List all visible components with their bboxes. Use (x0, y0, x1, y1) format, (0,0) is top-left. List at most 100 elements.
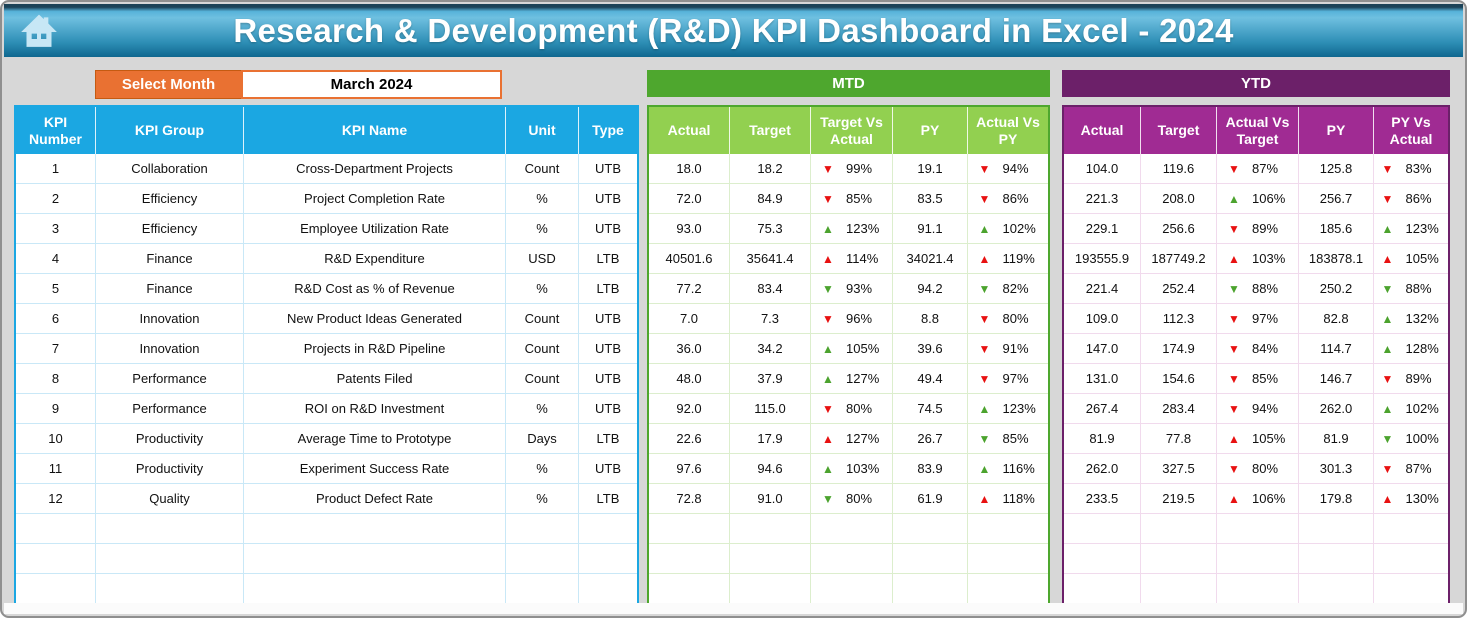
ytd-empty-cell (1374, 574, 1448, 604)
mtd-cell: 115.0 (730, 394, 811, 424)
down-triangle-icon: ▼ (1381, 191, 1394, 206)
down-triangle-icon: ▼ (978, 191, 991, 206)
kpi-cell: Performance (96, 394, 244, 424)
kpi-cell: Patents Filed (244, 364, 506, 394)
month-dropdown[interactable]: March 2024 (241, 70, 502, 99)
mtd-indicator-cell: ▼ 85% (968, 424, 1048, 454)
ytd-cell: 221.3 (1064, 184, 1141, 214)
ytd-percent-value: 89% (1252, 221, 1279, 236)
ytd-cell: 179.8 (1299, 484, 1374, 514)
mtd-cell: 48.0 (649, 364, 730, 394)
up-triangle-icon: ▲ (1228, 191, 1240, 206)
kpi-cell: R&D Cost as % of Revenue (244, 274, 506, 304)
mtd-percent-value: 93% (846, 281, 873, 296)
mtd-percent-value: 119% (1002, 251, 1035, 266)
ytd-indicator-cell: ▲ 102% (1374, 394, 1448, 424)
bottom-strip (4, 603, 1463, 614)
ytd-indicator-cell: ▼ 85% (1217, 364, 1299, 394)
mtd-empty-cell (893, 574, 968, 604)
kpi-cell: 5 (16, 274, 96, 304)
mtd-cell: 84.9 (730, 184, 811, 214)
mtd-cell: 34.2 (730, 334, 811, 364)
kpi-cell: R&D Expenditure (244, 244, 506, 274)
ytd-cell: 119.6 (1141, 154, 1217, 184)
ytd-percent-value: 106% (1252, 191, 1286, 206)
ytd-cell: 221.4 (1064, 274, 1141, 304)
ytd-percent-value: 94% (1252, 401, 1279, 416)
mtd-indicator-cell: ▲ 114% (811, 244, 893, 274)
mtd-cell: 34021.4 (893, 244, 968, 274)
mtd-percent-value: 80% (1002, 311, 1029, 326)
kpi-cell: 7 (16, 334, 96, 364)
ytd-indicator-cell: ▼ 89% (1374, 364, 1448, 394)
ytd-percent-value: 97% (1252, 311, 1279, 326)
ytd-percent-value: 130% (1405, 491, 1439, 506)
up-triangle-icon: ▲ (978, 251, 991, 266)
kpi-empty-cell (506, 574, 579, 604)
mtd-percent-value: 85% (846, 191, 873, 206)
ytd-percent-value: 105% (1405, 251, 1439, 266)
kpi-cell: 4 (16, 244, 96, 274)
ytd-column-header: Actual Vs Target (1217, 107, 1299, 154)
mtd-cell: 17.9 (730, 424, 811, 454)
ytd-cell: 283.4 (1141, 394, 1217, 424)
mtd-percent-value: 80% (846, 401, 873, 416)
kpi-column-header: Type (579, 107, 637, 154)
kpi-cell: UTB (579, 304, 637, 334)
mtd-cell: 92.0 (649, 394, 730, 424)
mtd-cell: 18.0 (649, 154, 730, 184)
ytd-column-header: Target (1141, 107, 1217, 154)
down-triangle-icon: ▼ (978, 341, 991, 356)
ytd-cell: 81.9 (1064, 424, 1141, 454)
mtd-cell: 91.0 (730, 484, 811, 514)
up-triangle-icon: ▲ (1228, 431, 1240, 446)
kpi-cell: 10 (16, 424, 96, 454)
ytd-empty-cell (1217, 514, 1299, 544)
kpi-empty-cell (244, 544, 506, 574)
kpi-cell: Efficiency (96, 184, 244, 214)
mtd-indicator-cell: ▲ 123% (968, 394, 1048, 424)
kpi-empty-cell (16, 574, 96, 604)
ytd-percent-value: 84% (1252, 341, 1279, 356)
kpi-cell: Count (506, 364, 579, 394)
mtd-percent-value: 127% (846, 371, 880, 386)
up-triangle-icon: ▲ (822, 251, 834, 266)
mtd-indicator-cell: ▼ 80% (811, 484, 893, 514)
ytd-empty-cell (1299, 514, 1374, 544)
ytd-cell: 187749.2 (1141, 244, 1217, 274)
ytd-cell: 193555.9 (1064, 244, 1141, 274)
down-triangle-icon: ▼ (1381, 281, 1394, 296)
ytd-indicator-cell: ▼ 88% (1217, 274, 1299, 304)
mtd-indicator-cell: ▼ 97% (968, 364, 1048, 394)
mtd-cell: 97.6 (649, 454, 730, 484)
ytd-indicator-cell: ▼ 83% (1374, 154, 1448, 184)
down-triangle-icon: ▼ (1228, 461, 1240, 476)
home-icon[interactable] (18, 11, 60, 51)
up-triangle-icon: ▲ (1381, 221, 1394, 236)
ytd-percent-value: 103% (1252, 251, 1286, 266)
kpi-cell: 11 (16, 454, 96, 484)
ytd-empty-cell (1064, 544, 1141, 574)
down-triangle-icon: ▼ (1228, 221, 1240, 236)
up-triangle-icon: ▲ (822, 371, 834, 386)
up-triangle-icon: ▲ (822, 431, 834, 446)
mtd-indicator-cell: ▲ 118% (968, 484, 1048, 514)
ytd-empty-cell (1141, 514, 1217, 544)
kpi-empty-cell (244, 514, 506, 544)
mtd-cell: 36.0 (649, 334, 730, 364)
mtd-percent-value: 99% (846, 161, 873, 176)
mtd-cell: 72.0 (649, 184, 730, 214)
ytd-indicator-cell: ▼ 97% (1217, 304, 1299, 334)
up-triangle-icon: ▲ (1381, 251, 1394, 266)
mtd-percent-value: 123% (1002, 401, 1036, 416)
ytd-indicator-cell: ▼ 100% (1374, 424, 1448, 454)
ytd-percent-value: 88% (1252, 281, 1279, 296)
title-bar: Research & Development (R&D) KPI Dashboa… (4, 4, 1463, 57)
kpi-cell: Experiment Success Rate (244, 454, 506, 484)
down-triangle-icon: ▼ (1228, 311, 1240, 326)
ytd-cell: 147.0 (1064, 334, 1141, 364)
mtd-empty-cell (968, 574, 1048, 604)
mtd-percent-value: 116% (1002, 461, 1035, 476)
down-triangle-icon: ▼ (1228, 161, 1240, 176)
up-triangle-icon: ▲ (822, 461, 834, 476)
